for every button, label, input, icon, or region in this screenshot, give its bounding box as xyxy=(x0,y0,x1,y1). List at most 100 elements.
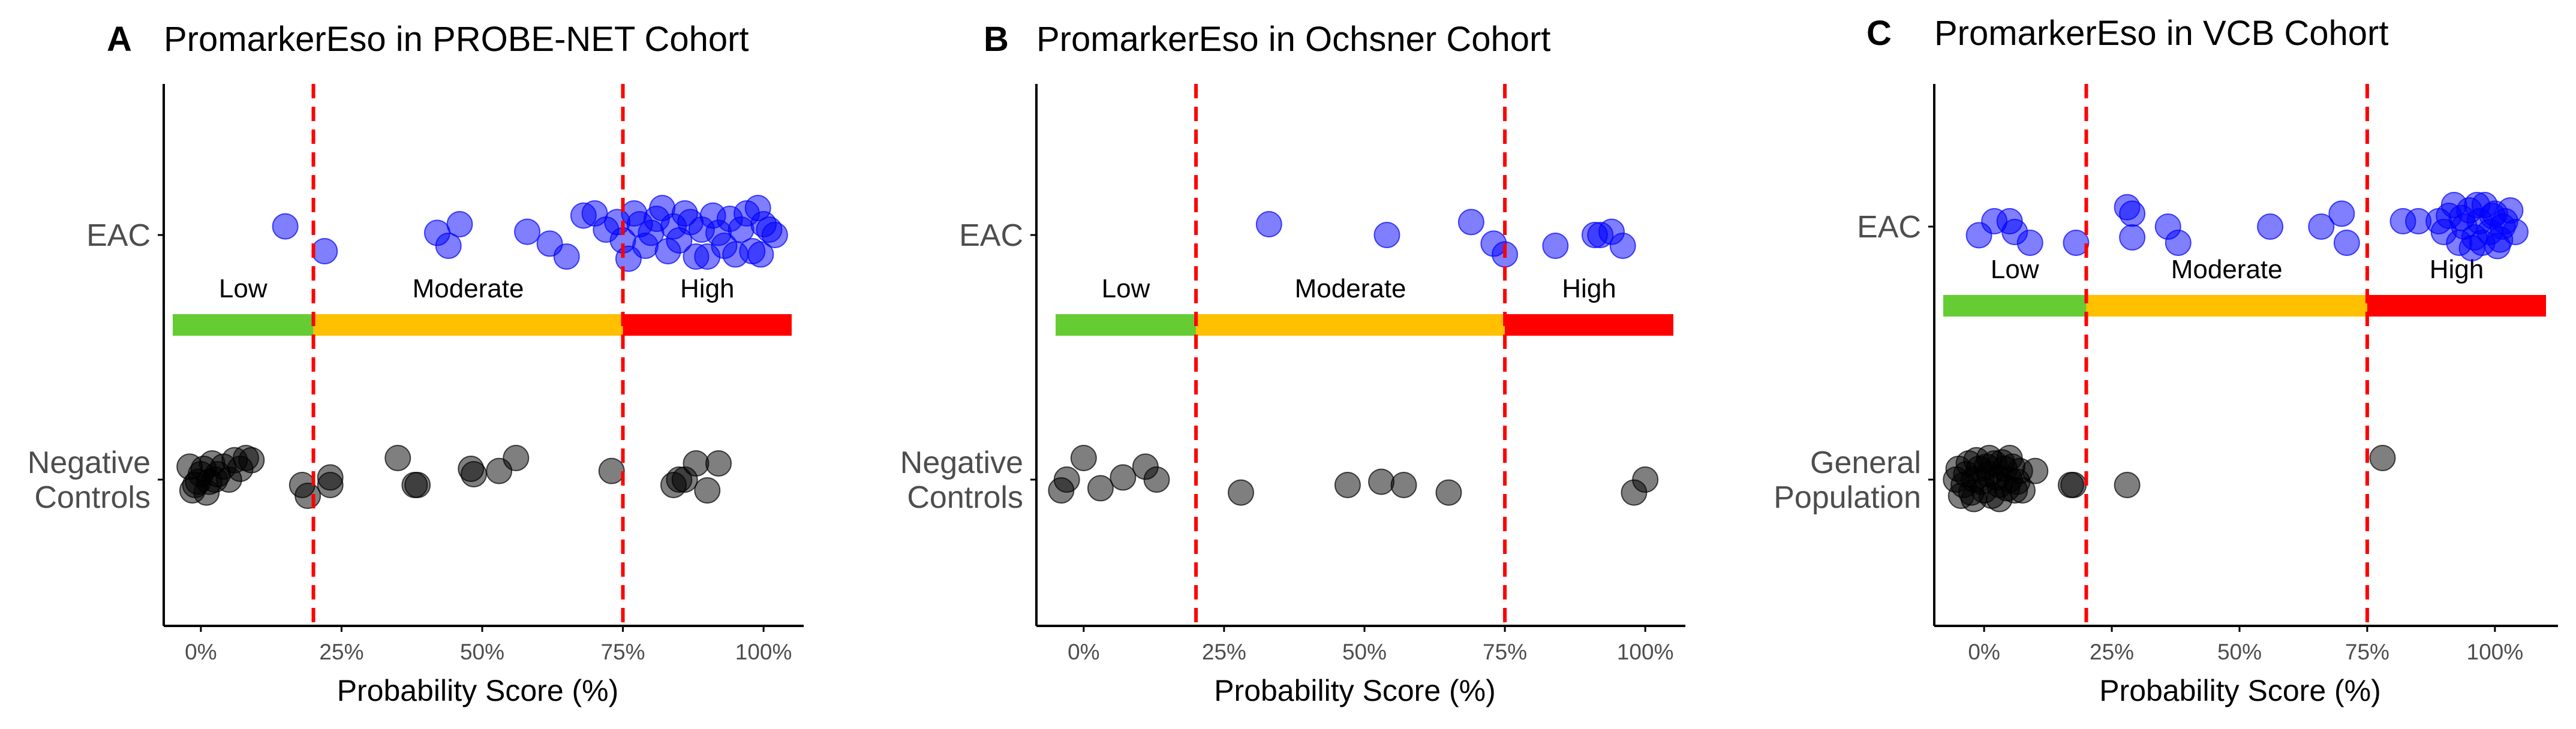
category-label: Negative Controls xyxy=(900,445,1023,515)
eac-point xyxy=(1373,222,1400,248)
chart-title: PromarkerEso in PROBE-NET Cohort xyxy=(164,20,749,59)
eac-point xyxy=(1457,209,1484,236)
x-axis-title: Probability Score (%) xyxy=(337,674,619,707)
control-point xyxy=(1087,475,1114,502)
x-tick-label: 25% xyxy=(2090,640,2134,664)
eac-point xyxy=(514,218,541,245)
chart-title: PromarkerEso in VCB Cohort xyxy=(1934,14,2388,53)
category-label: General Population xyxy=(1774,445,1921,515)
eac-point xyxy=(747,241,774,268)
control-point xyxy=(1110,464,1137,491)
chart-panel-a: A PromarkerEso in PROBE-NET Cohort Low Mode… xyxy=(28,20,804,707)
x-tick-label: 50% xyxy=(1342,640,1387,664)
x-tick-label: 100% xyxy=(735,640,792,664)
x-tick-label: 0% xyxy=(185,640,217,664)
eac-point xyxy=(761,222,788,248)
x-tick-label: 75% xyxy=(1483,640,1527,664)
control-point xyxy=(238,447,265,474)
risk-band-label: Moderate xyxy=(2171,255,2283,284)
control-point xyxy=(1986,486,2013,513)
x-tick-label: 100% xyxy=(1617,640,1674,664)
control-point xyxy=(2060,472,2087,498)
x-tick-label: 0% xyxy=(1968,640,2000,664)
control-point xyxy=(1143,466,1170,493)
control-point xyxy=(2022,457,2049,484)
control-point xyxy=(2009,477,2036,504)
eac-point xyxy=(2328,200,2355,227)
category-label: EAC xyxy=(959,218,1023,253)
category-label: EAC xyxy=(86,218,151,253)
panel-letter: C xyxy=(1866,14,1892,53)
control-point xyxy=(2114,472,2141,498)
control-point xyxy=(1228,479,1254,506)
control-point xyxy=(1943,466,1970,493)
risk-band-low xyxy=(1943,295,2087,317)
eac-point xyxy=(2016,230,2043,256)
eac-point xyxy=(2333,230,2360,256)
eac-point xyxy=(311,238,338,264)
control-point xyxy=(294,483,321,509)
panel-letter: A xyxy=(107,20,132,59)
x-axis-title: Probability Score (%) xyxy=(1214,674,1496,707)
risk-band-label: Low xyxy=(219,274,267,303)
control-point xyxy=(404,472,431,498)
control-point xyxy=(1632,466,1659,493)
risk-band-label: High xyxy=(680,274,735,303)
control-point xyxy=(705,450,732,477)
eac-point xyxy=(1542,233,1569,259)
risk-band-high xyxy=(2367,295,2546,317)
risk-band-label: Low xyxy=(1102,274,1150,303)
x-tick-label: 75% xyxy=(2345,640,2389,664)
eac-point xyxy=(1255,211,1282,237)
risk-band-low xyxy=(1056,314,1197,336)
risk-band-moderate xyxy=(2086,295,2367,317)
control-point xyxy=(1368,468,1395,495)
risk-band-high xyxy=(1505,314,1673,336)
control-point xyxy=(317,472,344,498)
x-tick-label: 75% xyxy=(601,640,645,664)
control-point xyxy=(683,450,710,477)
control-point xyxy=(1053,466,1080,493)
control-point xyxy=(460,461,487,487)
x-tick-label: 50% xyxy=(460,640,504,664)
risk-band-high xyxy=(623,314,792,336)
control-point xyxy=(179,477,206,504)
eac-point xyxy=(553,243,580,270)
eac-point xyxy=(2165,230,2192,256)
x-tick-label: 100% xyxy=(2467,640,2524,664)
eac-point xyxy=(2119,200,2146,227)
control-point xyxy=(202,466,229,493)
eac-point xyxy=(1609,233,1636,259)
control-point xyxy=(1435,479,1462,506)
chart-title: PromarkerEso in Ochsner Cohort xyxy=(1036,20,1550,59)
category-label: EAC xyxy=(1857,210,1921,245)
category-label: Negative Controls xyxy=(28,445,151,515)
panel-letter: B xyxy=(984,20,1009,59)
control-point xyxy=(1070,445,1097,471)
control-point xyxy=(503,445,530,471)
x-tick-label: 0% xyxy=(1068,640,1099,664)
control-point xyxy=(1390,472,1417,498)
risk-band-low xyxy=(173,314,314,336)
control-point xyxy=(1961,486,1988,513)
eac-point xyxy=(2308,213,2335,240)
risk-band-label: Moderate xyxy=(1295,274,1406,303)
risk-band-label: Moderate xyxy=(413,274,524,303)
control-point xyxy=(694,477,721,504)
control-point xyxy=(598,457,625,484)
risk-band-moderate xyxy=(1196,314,1505,336)
eac-point xyxy=(272,213,299,240)
risk-band-label: Low xyxy=(1991,255,2039,284)
control-point xyxy=(1334,472,1361,498)
x-tick-label: 50% xyxy=(2217,640,2262,664)
eac-point xyxy=(446,211,473,237)
eac-point xyxy=(2469,230,2496,256)
eac-point xyxy=(2063,230,2090,256)
eac-point xyxy=(2257,213,2284,240)
control-point xyxy=(2369,445,2396,471)
risk-band-moderate xyxy=(313,314,623,336)
x-tick-label: 25% xyxy=(319,640,363,664)
eac-point xyxy=(435,233,462,259)
